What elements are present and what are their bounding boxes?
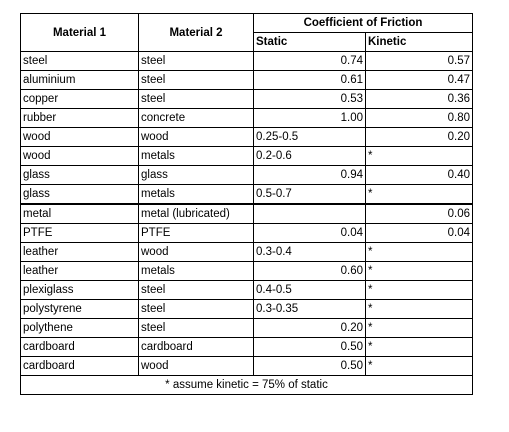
- cell-kinetic: *: [365, 318, 473, 338]
- cell-kinetic: *: [365, 356, 473, 376]
- cell-kinetic: *: [365, 337, 473, 357]
- footnote: * assume kinetic = 75% of static: [20, 375, 473, 395]
- friction-table: Material 1 Material 2 Coefficient of Fri…: [20, 13, 473, 395]
- table-row: glass glass 0.94 0.40: [20, 165, 473, 185]
- cell-material-2: cardboard: [138, 337, 254, 357]
- header-material-1: Material 1: [20, 13, 139, 52]
- table-row: glass metals 0.5-0.7 *: [20, 184, 473, 205]
- cell-material-2: steel: [138, 318, 254, 338]
- cell-static: 0.04: [253, 223, 366, 243]
- cell-material-1: polystyrene: [20, 299, 139, 319]
- cell-material-1: glass: [20, 165, 139, 185]
- cell-material-2: metals: [138, 146, 254, 166]
- cell-kinetic: 0.04: [365, 223, 473, 243]
- cell-material-2: wood: [138, 242, 254, 262]
- table-row: leather metals 0.60 *: [20, 261, 473, 281]
- cell-static: 0.4-0.5: [253, 280, 366, 300]
- cell-kinetic: *: [365, 184, 473, 205]
- table-row: PTFE PTFE 0.04 0.04: [20, 223, 473, 243]
- cell-material-2: steel: [138, 70, 254, 90]
- cell-kinetic: *: [365, 299, 473, 319]
- cell-static: 0.3-0.4: [253, 242, 366, 262]
- cell-kinetic: 0.06: [365, 203, 473, 224]
- cell-static: 0.50: [253, 356, 366, 376]
- table-row: polythene steel 0.20 *: [20, 318, 473, 338]
- cell-material-1: wood: [20, 127, 139, 147]
- cell-kinetic: 0.57: [365, 51, 473, 71]
- cell-static: [253, 203, 366, 224]
- cell-material-1: PTFE: [20, 223, 139, 243]
- cell-material-1: plexiglass: [20, 280, 139, 300]
- table-row: copper steel 0.53 0.36: [20, 89, 473, 109]
- cell-static: 0.50: [253, 337, 366, 357]
- cell-material-1: wood: [20, 146, 139, 166]
- cell-material-2: metals: [138, 184, 254, 205]
- cell-kinetic: 0.40: [365, 165, 473, 185]
- table-row: wood wood 0.25-0.5 0.20: [20, 127, 473, 147]
- cell-material-2: steel: [138, 89, 254, 109]
- cell-static: 0.25-0.5: [253, 127, 366, 147]
- cell-static: 1.00: [253, 108, 366, 128]
- cell-kinetic: 0.47: [365, 70, 473, 90]
- cell-kinetic: *: [365, 261, 473, 281]
- cell-material-2: glass: [138, 165, 254, 185]
- header-material-2: Material 2: [138, 13, 254, 52]
- cell-material-1: glass: [20, 184, 139, 205]
- table-row: wood metals 0.2-0.6 *: [20, 146, 473, 166]
- cell-kinetic: 0.80: [365, 108, 473, 128]
- cell-static: 0.20: [253, 318, 366, 338]
- cell-material-1: aluminium: [20, 70, 139, 90]
- table-row: aluminium steel 0.61 0.47: [20, 70, 473, 90]
- cell-material-1: cardboard: [20, 337, 139, 357]
- cell-material-1: cardboard: [20, 356, 139, 376]
- table-body: steel steel 0.74 0.57 aluminium steel 0.61 0.47…: [20, 51, 473, 376]
- table-row: polystyrene steel 0.3-0.35 *: [20, 299, 473, 319]
- header-kinetic: Kinetic: [365, 32, 473, 52]
- table-row: cardboard cardboard 0.50 *: [20, 337, 473, 357]
- table-row: metal metal (lubricated) 0.06: [20, 203, 473, 224]
- cell-material-2: steel: [138, 280, 254, 300]
- cell-material-1: metal: [20, 203, 139, 224]
- cell-kinetic: 0.20: [365, 127, 473, 147]
- cell-material-2: metals: [138, 261, 254, 281]
- cell-static: 0.60: [253, 261, 366, 281]
- cell-material-1: steel: [20, 51, 139, 71]
- cell-kinetic: *: [365, 146, 473, 166]
- table-row: steel steel 0.74 0.57: [20, 51, 473, 71]
- cell-material-2: PTFE: [138, 223, 254, 243]
- cell-static: 0.94: [253, 165, 366, 185]
- cell-material-2: wood: [138, 127, 254, 147]
- cell-static: 0.53: [253, 89, 366, 109]
- cell-kinetic: *: [365, 242, 473, 262]
- cell-kinetic: *: [365, 280, 473, 300]
- table-row: leather wood 0.3-0.4 *: [20, 242, 473, 262]
- cell-material-1: copper: [20, 89, 139, 109]
- cell-static: 0.74: [253, 51, 366, 71]
- cell-material-1: polythene: [20, 318, 139, 338]
- cell-material-2: wood: [138, 356, 254, 376]
- cell-material-1: leather: [20, 242, 139, 262]
- cell-static: 0.61: [253, 70, 366, 90]
- cell-static: 0.3-0.35: [253, 299, 366, 319]
- cell-material-2: steel: [138, 51, 254, 71]
- table-row: rubber concrete 1.00 0.80: [20, 108, 473, 128]
- table-row: plexiglass steel 0.4-0.5 *: [20, 280, 473, 300]
- cell-material-2: metal (lubricated): [138, 203, 254, 224]
- table-row: cardboard wood 0.50 *: [20, 356, 473, 376]
- cell-static: 0.5-0.7: [253, 184, 366, 205]
- cell-material-2: steel: [138, 299, 254, 319]
- cell-kinetic: 0.36: [365, 89, 473, 109]
- header-coefficient-of-friction: Coefficient of Friction: [253, 13, 473, 33]
- cell-material-1: rubber: [20, 108, 139, 128]
- cell-material-1: leather: [20, 261, 139, 281]
- header-static: Static: [253, 32, 366, 52]
- cell-material-2: concrete: [138, 108, 254, 128]
- cell-static: 0.2-0.6: [253, 146, 366, 166]
